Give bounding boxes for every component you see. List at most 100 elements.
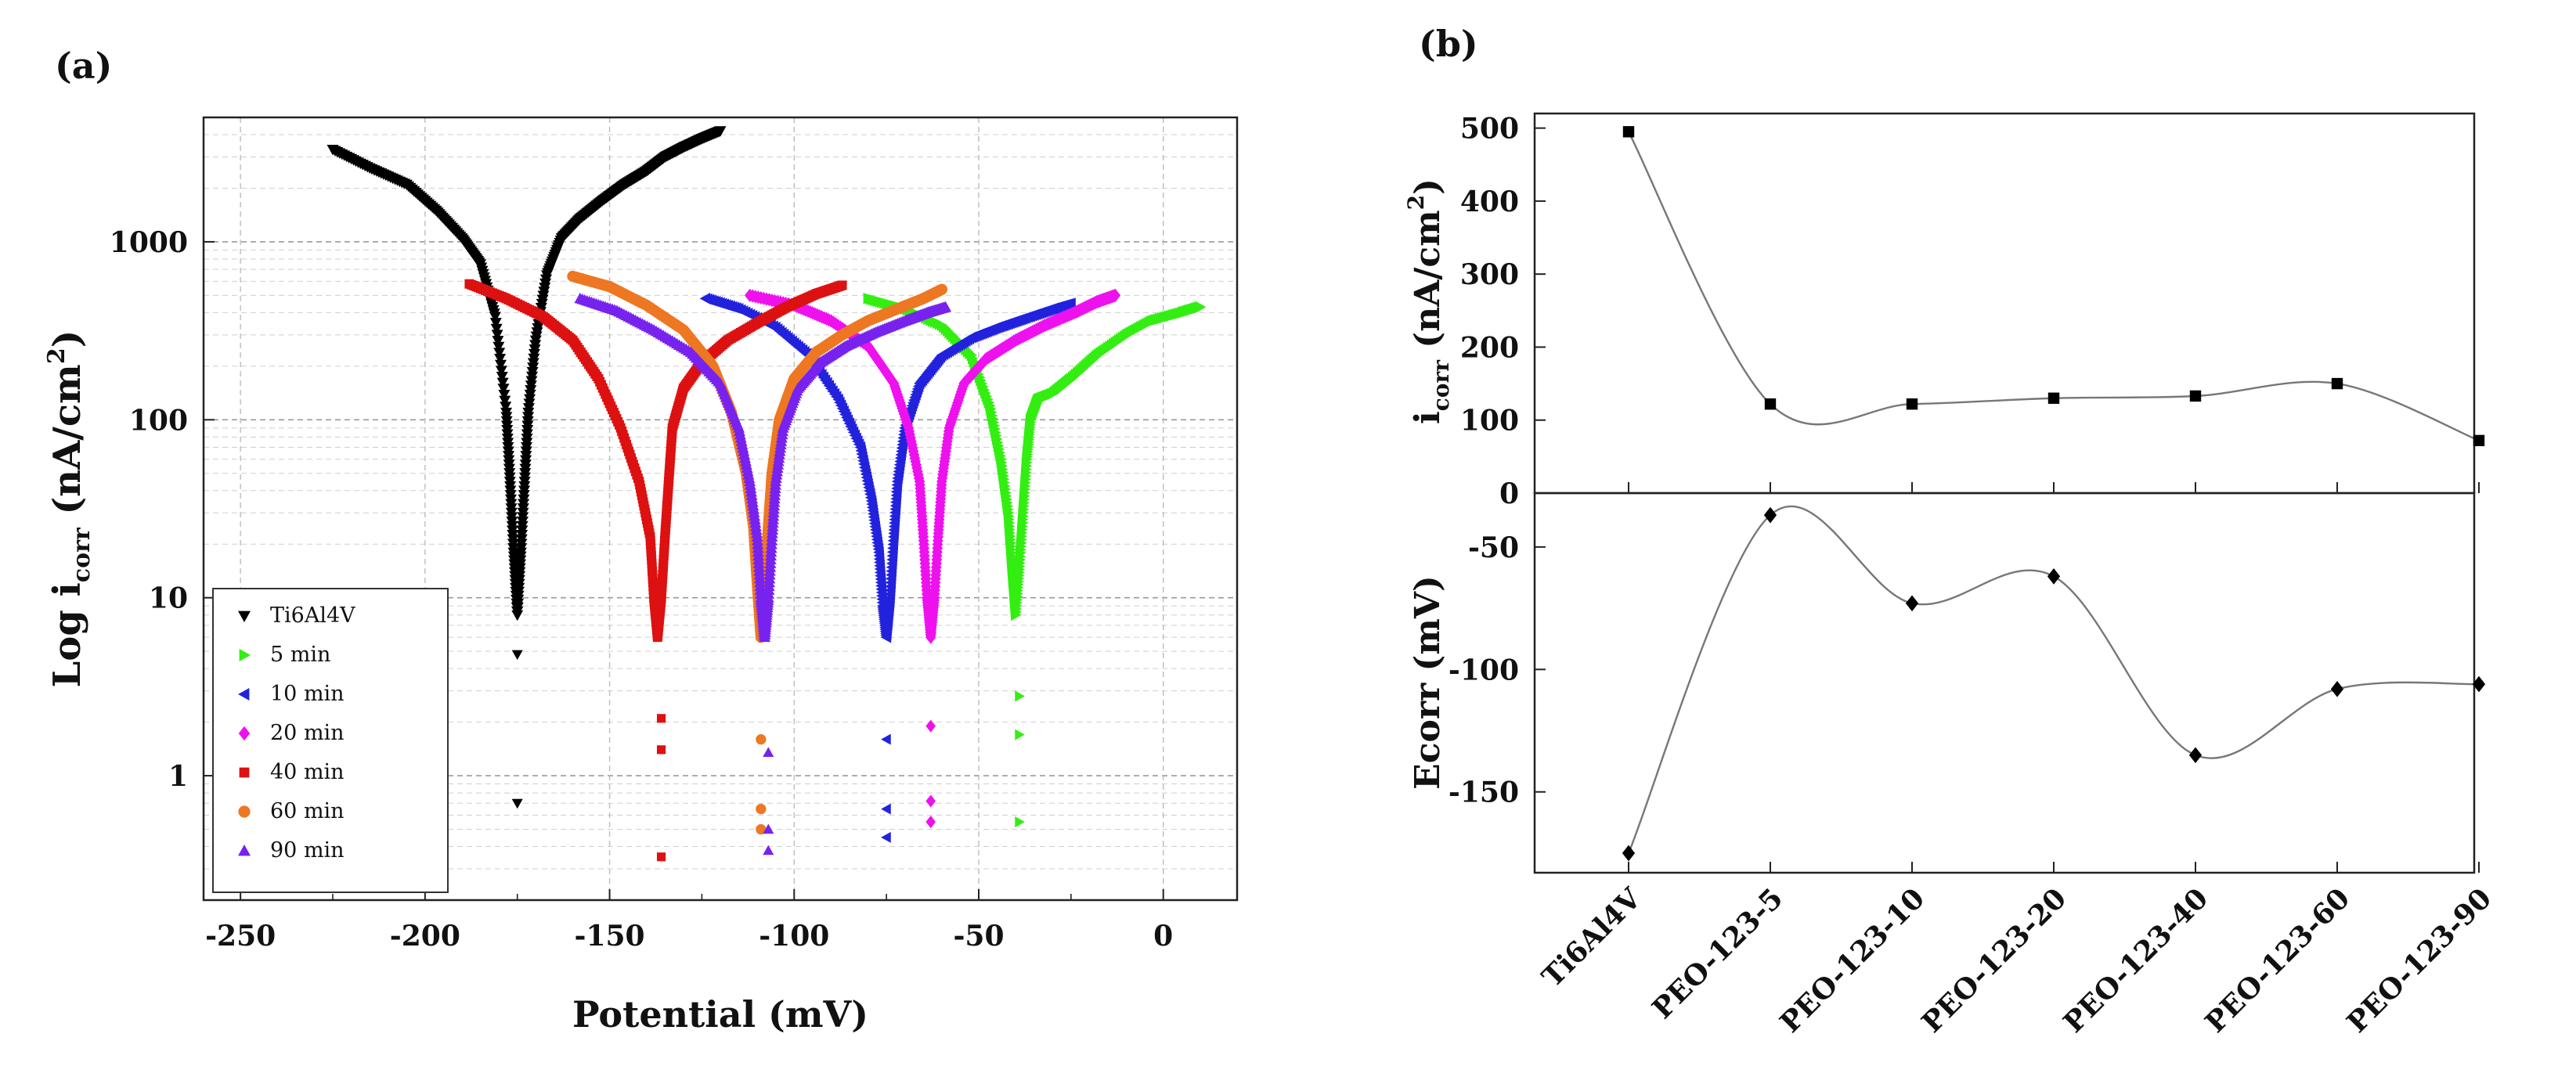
chart-a-data-point	[498, 389, 511, 401]
chart-a-data-point	[1015, 690, 1025, 702]
chart-a-data-point	[538, 286, 550, 297]
chart-b-icorr-point	[2047, 392, 2060, 404]
chart-b-y-tick-label: 400	[1460, 186, 1519, 218]
chart-a-data-point	[1065, 297, 1076, 310]
chart-a-y-axis-title: Log icorr (nA/cm2)	[43, 330, 96, 688]
chart-a: -250 -200 -150 -100 -50 0 1 10 100 1000 Potential…	[43, 116, 1239, 1036]
chart-a-data-point	[837, 280, 847, 290]
chart-a-legend-marker	[239, 649, 251, 661]
chart-a-data-point	[1015, 729, 1025, 740]
chart-b-ylabel-main: i	[1408, 411, 1448, 424]
chart-a-data-point	[537, 290, 550, 301]
chart-a-data-point	[496, 377, 509, 389]
chart-b-ecorr-point	[2472, 675, 2486, 693]
chart-b-bottom-frame	[1533, 492, 2476, 874]
chart-a-data-point	[511, 798, 523, 809]
chart-a-legend-label: Ti6Al4V	[270, 603, 355, 628]
chart-a-data-point	[881, 803, 891, 815]
chart-a-data-point	[494, 354, 507, 365]
chart-a-data-point	[529, 344, 541, 355]
chart-a-data-point	[522, 407, 535, 419]
chart-a-series-ti6al4v	[327, 126, 727, 809]
chart-b-ecorr-point	[1905, 595, 1919, 612]
chart-b-ecorr-point	[2330, 680, 2344, 697]
chart-b-y-tick-label: -150	[1449, 776, 1519, 809]
chart-a-legend-marker	[238, 845, 251, 856]
chart-a-data-point	[529, 335, 542, 347]
chart-a-series-10-min	[699, 292, 1076, 843]
chart-b-ecorr-point	[2188, 747, 2203, 764]
chart-b-ecorr-point	[2047, 568, 2061, 585]
chart-a-legend-label: 90 min	[270, 838, 345, 863]
chart-a-y-tick-label: 1	[168, 760, 188, 793]
chart-a-data-point	[763, 823, 774, 834]
chart-b: 0100200300400500-50-100-150Ti6Al4VPEO-12…	[1403, 113, 2498, 1039]
chart-b-icorr-point	[2331, 377, 2343, 390]
chart-b-ylabel-close: )	[1408, 178, 1448, 195]
chart-a-data-point	[763, 747, 774, 758]
chart-a-data-point	[1015, 816, 1025, 828]
chart-a-data-point	[763, 845, 774, 855]
chart-a-axis-ticks: -250 -200 -150 -100 -50 0 1 10 100 1000	[110, 226, 1173, 953]
chart-a-y-tick-label: 10	[149, 582, 188, 615]
chart-a-legend-marker	[238, 688, 250, 701]
chart-b-icorr-point	[1622, 126, 1635, 138]
chart-b-markers	[1622, 126, 2486, 862]
chart-a-ylabel-unit: (nA/cm	[45, 364, 89, 528]
chart-a-data-point	[490, 323, 503, 335]
chart-a-legend-label: 10 min	[270, 682, 345, 706]
chart-a-data-point	[497, 384, 510, 394]
chart-a-data-point	[495, 366, 507, 376]
chart-a-data-point	[511, 650, 523, 661]
chart-a-data-point	[496, 371, 508, 383]
chart-a-series	[327, 126, 1207, 862]
chart-b-y-tick-label: 200	[1460, 331, 1519, 364]
chart-a-x-tick-label: -100	[759, 920, 829, 953]
chart-a-x-axis-title: Potential (mV)	[572, 993, 868, 1036]
chart-a-ylabel-close: )	[45, 330, 89, 348]
chart-a-data-point	[531, 327, 543, 338]
chart-a-y-tick-label: 1000	[110, 226, 188, 259]
chart-a-data-point	[527, 358, 539, 369]
chart-a-legend-label: 40 min	[270, 760, 345, 784]
chart-a-legend-box	[212, 588, 449, 893]
chart-a-data-point	[881, 733, 891, 745]
chart-a-data-point	[532, 323, 544, 334]
chart-b-y-tick-label: 500	[1460, 113, 1519, 146]
chart-a-data-point	[529, 348, 541, 360]
chart-a-data-point	[536, 294, 549, 306]
chart-a-data-point	[1109, 288, 1121, 303]
chart-a-data-point	[523, 398, 536, 409]
chart-a-legend-label: 20 min	[270, 721, 345, 745]
chart-a-data-point	[925, 719, 936, 733]
chart-b-x-tick-label: Ti6Al4V	[1535, 881, 1648, 994]
chart-a-legend-marker	[239, 767, 250, 778]
chart-a-legend-marker	[238, 805, 251, 818]
chart-a-data-point	[536, 298, 548, 310]
chart-a-data-point	[525, 380, 537, 391]
chart-a-ylabel-sub: corr	[68, 527, 96, 582]
chart-a-data-point	[492, 341, 505, 353]
chart-a-data-point	[495, 359, 507, 371]
chart-b-icorr-point	[1906, 398, 1918, 410]
chart-a-data-point	[925, 816, 936, 829]
chart-a-data-point	[527, 362, 539, 373]
chart-b-ylabel-sub: corr	[1428, 359, 1454, 411]
chart-a-data-point	[524, 389, 536, 401]
chart-b-ylabel-sup: 2	[1403, 195, 1429, 210]
chart-a-data-point	[511, 601, 523, 612]
chart-b-x-tick-label: PEO-123-40	[2057, 882, 2214, 1039]
chart-a-data-point	[756, 803, 767, 815]
chart-b-y-tick-label: -50	[1468, 531, 1519, 564]
chart-a-x-tick-label: -200	[390, 920, 460, 953]
chart-b-x-tick-label: PEO-123-5	[1646, 882, 1789, 1025]
chart-a-data-point	[535, 303, 547, 314]
chart-b-top-y-axis-title: icorr (nA/cm2)	[1403, 178, 1454, 424]
chart-a-data-point	[540, 274, 553, 286]
chart-a-data-point	[525, 385, 537, 396]
chart-b-icorr-point	[2189, 390, 2202, 402]
chart-b-top-frame	[1533, 112, 2476, 495]
chart-a-frame	[202, 116, 1239, 902]
chart-a-x-tick-label: -250	[205, 920, 276, 953]
chart-a-legend-label: 5 min	[270, 643, 330, 667]
